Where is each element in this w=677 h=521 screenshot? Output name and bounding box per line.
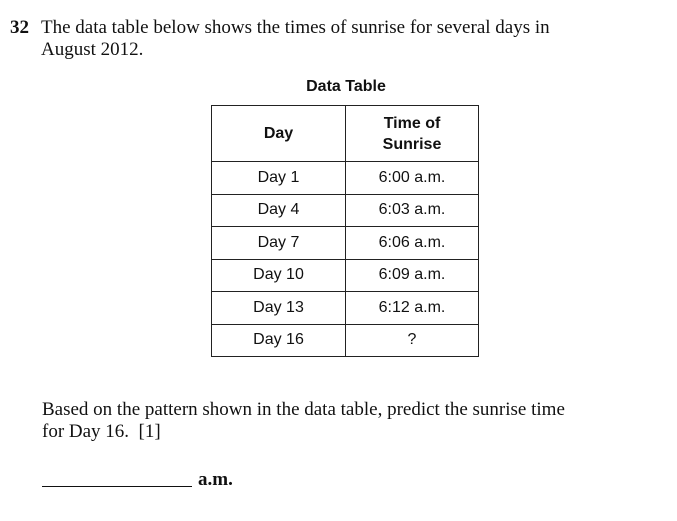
question-stem-line-2: August 2012. xyxy=(41,39,144,60)
column-header-day-label: Day xyxy=(263,125,294,142)
column-header-time-line-2: Sunrise xyxy=(382,135,442,153)
sunrise-data-table: Day Time of Sunrise Day 1 6:00 a.m. Day 4… xyxy=(211,105,479,357)
table-row: Day 10 6:09 a.m. xyxy=(211,258,479,292)
table-header-row: Day Time of Sunrise xyxy=(211,105,479,162)
question-line-1: 32 The data table below shows the times o… xyxy=(10,17,650,39)
cell-day: Day 10 xyxy=(211,258,346,292)
cell-day: Day 7 xyxy=(211,226,346,260)
table-row: Day 4 6:03 a.m. xyxy=(211,193,479,227)
cell-time: 6:09 a.m. xyxy=(345,258,479,292)
cell-day: Day 1 xyxy=(211,161,346,195)
table-row: Day 7 6:06 a.m. xyxy=(211,226,479,260)
question-number: 32 xyxy=(10,17,29,38)
cell-time: 6:03 a.m. xyxy=(345,193,479,227)
prompt-text: Based on the pattern shown in the data t… xyxy=(42,399,672,443)
question-stem-line-1: The data table below shows the times of … xyxy=(41,17,550,38)
prompt-line-1: Based on the pattern shown in the data t… xyxy=(42,399,565,420)
column-header-time: Time of Sunrise xyxy=(345,105,479,162)
cell-day: Day 16 xyxy=(211,323,346,357)
answer-blank[interactable] xyxy=(42,486,192,487)
table-title: Data Table xyxy=(306,78,386,95)
cell-time: 6:06 a.m. xyxy=(345,226,479,260)
answer-unit: a.m. xyxy=(198,469,233,490)
question-text: 32 The data table below shows the times o… xyxy=(10,17,650,61)
column-header-time-line-1: Time of xyxy=(383,114,441,132)
cell-time: ? xyxy=(345,323,479,357)
cell-day: Day 13 xyxy=(211,291,346,325)
cell-day: Day 4 xyxy=(211,193,346,227)
table-row: Day 16 ? xyxy=(211,323,479,357)
table-row: Day 13 6:12 a.m. xyxy=(211,291,479,325)
prompt-line-2: for Day 16. [1] xyxy=(42,421,161,442)
table-row: Day 1 6:00 a.m. xyxy=(211,161,479,195)
cell-time: 6:12 a.m. xyxy=(345,291,479,325)
cell-time: 6:00 a.m. xyxy=(345,161,479,195)
column-header-day: Day xyxy=(211,105,346,162)
